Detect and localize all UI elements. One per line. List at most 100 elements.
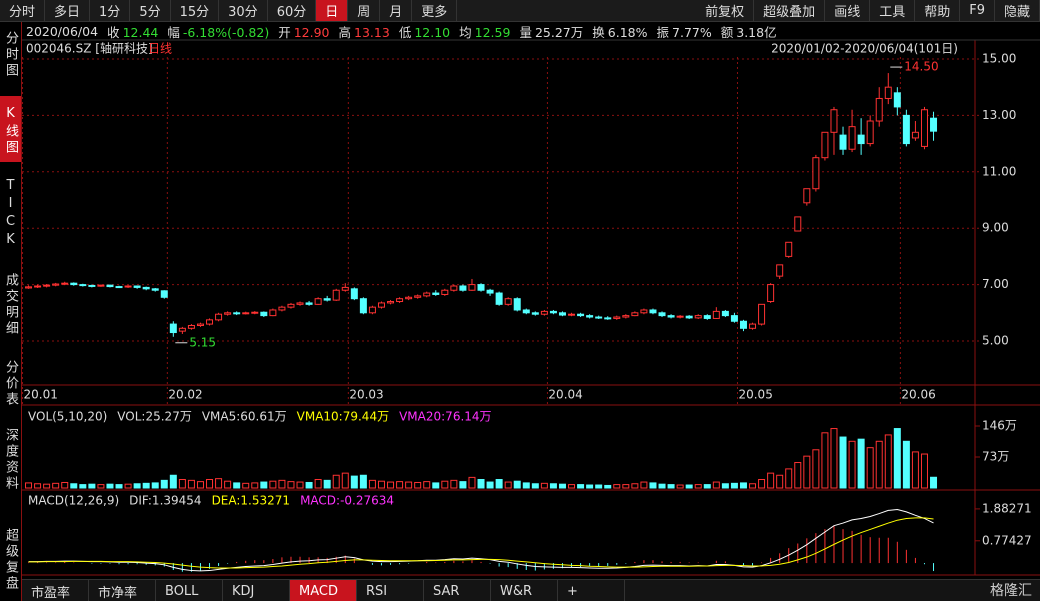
- candle-body: [187, 324, 195, 329]
- side-tab[interactable]: 深度资料: [3, 428, 18, 492]
- candle-body: [368, 306, 376, 314]
- legend-entry: DEA:1.53271: [212, 494, 291, 508]
- volume-bar: [133, 483, 141, 489]
- volume-bar: [812, 449, 820, 489]
- info-item: 高 13.13: [339, 22, 390, 41]
- annotation: 14.50: [904, 60, 938, 74]
- period-tab[interactable]: 分时: [0, 0, 46, 21]
- indicator-tab[interactable]: MACD: [290, 580, 357, 601]
- x-tick-label: 20.04: [548, 388, 582, 402]
- candle-body: [269, 309, 277, 317]
- volume-bar: [187, 479, 195, 489]
- volume-bar: [251, 482, 259, 489]
- candle-body: [169, 323, 177, 334]
- side-tab[interactable]: TICK: [3, 178, 18, 250]
- indicator-tab[interactable]: +: [558, 580, 625, 601]
- volume-bar: [531, 483, 539, 489]
- info-label: 换: [592, 24, 605, 40]
- tool-button[interactable]: 画线: [825, 0, 871, 21]
- candle-body: [34, 285, 42, 288]
- candle-body: [785, 241, 793, 257]
- indicator-tab[interactable]: RSI: [357, 580, 424, 601]
- tool-button[interactable]: 帮助: [915, 0, 961, 21]
- candle-body: [459, 285, 467, 291]
- volume-bar: [314, 479, 322, 489]
- period-tab[interactable]: 30分: [219, 0, 268, 21]
- x-tick-label: 20.01: [24, 388, 58, 402]
- candle-body: [848, 126, 856, 150]
- candle-body: [296, 302, 304, 305]
- indicator-tab[interactable]: BOLL: [156, 580, 223, 601]
- tool-button[interactable]: F9: [960, 0, 995, 21]
- info-label: 低: [398, 24, 412, 40]
- candle-body: [359, 298, 367, 314]
- volume-bar: [432, 482, 440, 489]
- volume-bar: [504, 481, 512, 489]
- indicator-tab[interactable]: KDJ: [223, 580, 290, 601]
- side-tab[interactable]: 分价表: [3, 360, 18, 408]
- volume-bar: [848, 440, 856, 489]
- date-range: 2020/01/02-2020/06/04(101日): [771, 42, 958, 56]
- period-tab[interactable]: 15分: [171, 0, 220, 21]
- volume-bar: [776, 474, 784, 489]
- volume-bar: [721, 483, 729, 489]
- period-tab[interactable]: 60分: [268, 0, 317, 21]
- volume-bar: [142, 482, 150, 489]
- legend-entry: VMA5:60.61万: [202, 410, 287, 424]
- volume-bar: [396, 481, 404, 489]
- indicator-tab[interactable]: 市净率: [89, 580, 156, 601]
- volume-bar: [260, 481, 268, 489]
- candle-body: [323, 298, 331, 301]
- volume-bar: [622, 484, 630, 489]
- volume-bar: [758, 479, 766, 489]
- candle-body: [468, 284, 476, 291]
- volume-bar: [839, 436, 847, 489]
- volume-bar: [468, 476, 476, 489]
- volume-bar: [169, 474, 177, 489]
- volume-bar: [196, 481, 204, 489]
- y-tick-label: 13.00: [982, 108, 1016, 122]
- period-tab[interactable]: 月: [380, 0, 413, 21]
- candle-body: [124, 285, 132, 288]
- period-tab[interactable]: 1分: [90, 0, 131, 21]
- volume-bar: [749, 483, 757, 489]
- date: 2020/06/04: [26, 23, 99, 39]
- indicator-tab[interactable]: 市盈率: [22, 580, 89, 601]
- candle-body: [97, 284, 105, 287]
- volume-bar: [586, 484, 594, 489]
- tool-button[interactable]: 前复权: [696, 0, 755, 21]
- period-tab[interactable]: 日: [316, 0, 349, 21]
- period-tab[interactable]: 更多: [412, 0, 458, 21]
- volume-bar: [459, 481, 467, 489]
- indicator-tab[interactable]: SAR: [424, 580, 491, 601]
- side-tab[interactable]: 成交明细: [3, 273, 18, 337]
- candle-body: [206, 319, 214, 325]
- tool-button[interactable]: 工具: [870, 0, 916, 21]
- legend-entry: VMA20:76.14万: [399, 410, 491, 424]
- candle-body: [441, 289, 449, 295]
- info-value: -6.18%(-0.82): [182, 24, 270, 40]
- side-tab[interactable]: 超级复盘: [3, 528, 18, 592]
- candle-body: [260, 311, 268, 317]
- tool-button[interactable]: 超级叠加: [754, 0, 826, 21]
- candle-body: [151, 288, 159, 291]
- period-tab[interactable]: 多日: [45, 0, 91, 21]
- candle-body: [224, 312, 232, 315]
- candle-body: [749, 323, 757, 329]
- volume-bar: [305, 481, 313, 489]
- candle-body: [52, 283, 60, 286]
- side-tab[interactable]: 分时图: [3, 31, 18, 79]
- volume-bar: [658, 483, 666, 489]
- indicator-tab[interactable]: W&R: [491, 580, 558, 601]
- tool-button[interactable]: 隐藏: [995, 0, 1040, 21]
- period-tab[interactable]: 5分: [130, 0, 171, 21]
- candle-body: [803, 188, 811, 204]
- info-label: 额: [720, 24, 734, 40]
- period-tab[interactable]: 周: [348, 0, 381, 21]
- volume-bar: [830, 428, 838, 489]
- volume-bar: [34, 483, 42, 489]
- side-tab[interactable]: K线图: [0, 96, 21, 162]
- candle-body: [178, 327, 186, 332]
- volume-bar: [694, 484, 702, 489]
- macd-line: [28, 509, 934, 572]
